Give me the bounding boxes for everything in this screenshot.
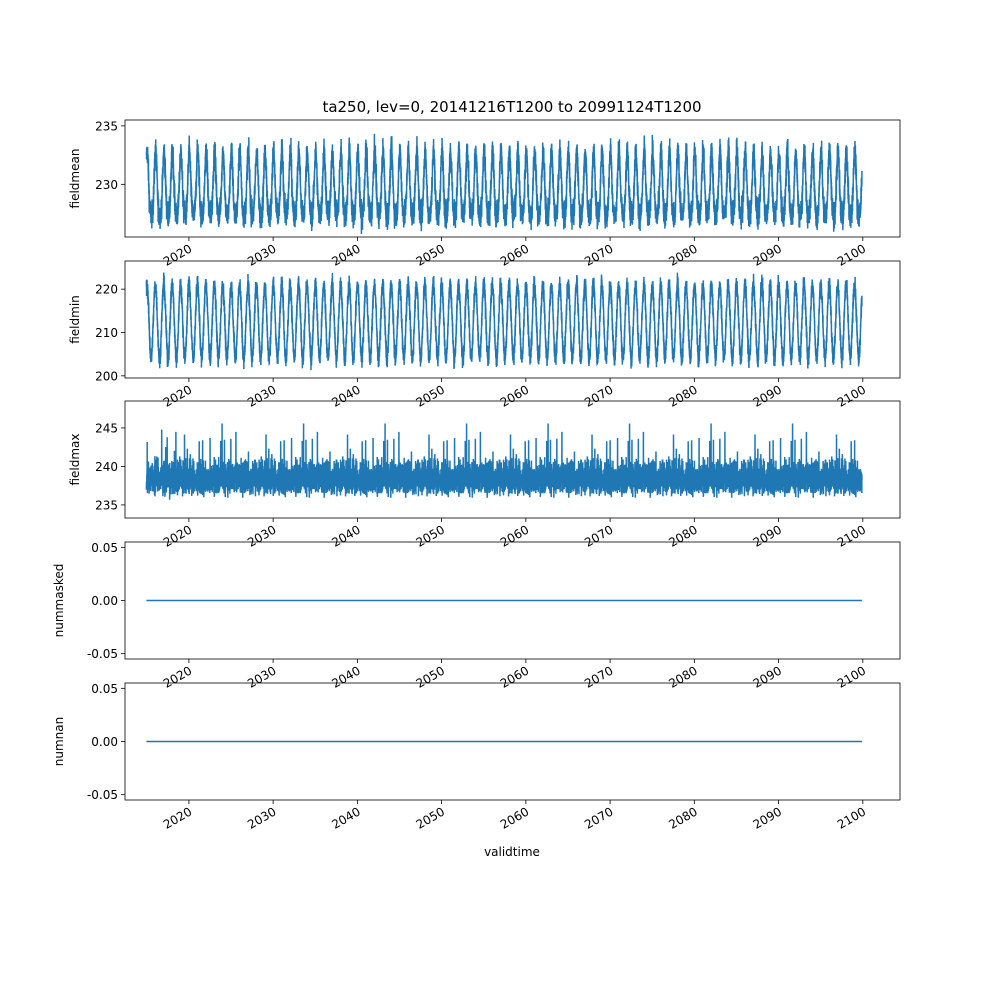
- y-tick-label: -0.05: [87, 647, 118, 661]
- panel-fieldmax: 245 240 235 2020 2030 2040 2050 2060 2070 2080 209…: [68, 400, 901, 550]
- axes-frame: [124, 119, 901, 238]
- y-tick-label: 240: [95, 460, 118, 474]
- x-tick-label: 2100: [835, 804, 868, 831]
- axes-frame: [124, 400, 901, 519]
- x-tick-label: 2030: [245, 663, 278, 690]
- x-tick-label: 2020: [161, 382, 194, 409]
- y-tick-label: 0.00: [91, 735, 118, 749]
- x-tick-label: 2070: [582, 241, 615, 268]
- axes-frame: [124, 260, 901, 379]
- x-tick-label: 2090: [751, 382, 784, 409]
- y-tick-label: 0.05: [91, 682, 118, 696]
- x-tick-label: 2040: [329, 522, 362, 549]
- x-tick-label: 2030: [245, 382, 278, 409]
- y-tick-label: 235: [95, 498, 118, 512]
- x-tick-label: 2070: [582, 522, 615, 549]
- x-tick-label: 2020: [161, 804, 194, 831]
- x-tick-label: 2080: [666, 382, 699, 409]
- x-tick-label: 2100: [835, 522, 868, 549]
- y-tick-label: 245: [95, 421, 118, 435]
- x-tick-label: 2030: [245, 241, 278, 268]
- x-tick-label: 2100: [835, 241, 868, 268]
- x-tick-label: 2090: [751, 241, 784, 268]
- y-axis-label: fieldmin: [68, 295, 82, 344]
- y-tick-label: 200: [95, 369, 118, 383]
- x-tick-label: 2040: [329, 382, 362, 409]
- x-tick-label: 2040: [329, 663, 362, 690]
- series-line-fieldmean: [145, 133, 863, 234]
- panel-fieldmin: 220 210 200 2020 2030 2040 2050 2060 2070 2080 209…: [68, 260, 901, 410]
- x-tick-label: 2050: [414, 663, 447, 690]
- y-axis-label: numnan: [52, 717, 66, 766]
- x-tick-label: 2060: [498, 663, 531, 690]
- x-tick-label: 2030: [245, 522, 278, 549]
- x-tick-label: 2050: [414, 382, 447, 409]
- panel-nummasked: 0.05 0.00 -0.05 2020 2030 2040 2050 2060 2070 208…: [52, 541, 901, 691]
- x-tick-label: 2070: [582, 804, 615, 831]
- x-tick-label: 2100: [835, 663, 868, 690]
- panel-fieldmean: 235 230 2020 2030 2040 2050 2060 2070 2080 2090 21…: [68, 119, 901, 269]
- x-tick-label: 2040: [329, 804, 362, 831]
- y-tick-label: 230: [95, 178, 118, 192]
- x-tick-label: 2050: [414, 804, 447, 831]
- x-tick-label: 2030: [245, 804, 278, 831]
- panel-numnan: 0.05 0.00 -0.05 2020 2030 2040 2050 2060 2070 208…: [52, 682, 901, 832]
- x-tick-label: 2050: [414, 522, 447, 549]
- x-tick-label: 2060: [498, 804, 531, 831]
- y-tick-label: 0.05: [91, 541, 118, 555]
- y-axis-label: nummasked: [52, 564, 66, 638]
- x-tick-label: 2080: [666, 241, 699, 268]
- x-tick-label: 2070: [582, 382, 615, 409]
- x-tick-label: 2060: [498, 241, 531, 268]
- y-tick-label: 220: [95, 283, 118, 297]
- y-tick-label: -0.05: [87, 788, 118, 802]
- x-axis-label: validtime: [484, 845, 540, 859]
- x-tick-label: 2090: [751, 522, 784, 549]
- y-tick-label: 0.00: [91, 594, 118, 608]
- x-tick-label: 2100: [835, 382, 868, 409]
- x-tick-label: 2080: [666, 804, 699, 831]
- x-tick-label: 2090: [751, 804, 784, 831]
- y-axis-label: fieldmax: [68, 433, 82, 485]
- x-tick-label: 2020: [161, 522, 194, 549]
- x-tick-label: 2040: [329, 241, 362, 268]
- x-tick-label: 2060: [498, 522, 531, 549]
- x-tick-label: 2070: [582, 663, 615, 690]
- x-tick-label: 2090: [751, 663, 784, 690]
- y-tick-label: 235: [95, 119, 118, 133]
- panels: 235 230 2020 2030 2040 2050 2060 2070 2080 2090 21…: [52, 119, 901, 832]
- x-tick-label: 2020: [161, 663, 194, 690]
- x-tick-label: 2060: [498, 382, 531, 409]
- x-tick-label: 2020: [161, 241, 194, 268]
- x-tick-label: 2080: [666, 522, 699, 549]
- y-axis-label: fieldmean: [68, 149, 82, 209]
- x-tick-label: 2050: [414, 241, 447, 268]
- x-tick-label: 2080: [666, 663, 699, 690]
- chart-title: ta250, lev=0, 20141216T1200 to 20991124T…: [322, 98, 701, 116]
- series-line-fieldmax: [145, 423, 863, 500]
- y-tick-label: 210: [95, 326, 118, 340]
- series-line-fieldmin: [145, 272, 863, 371]
